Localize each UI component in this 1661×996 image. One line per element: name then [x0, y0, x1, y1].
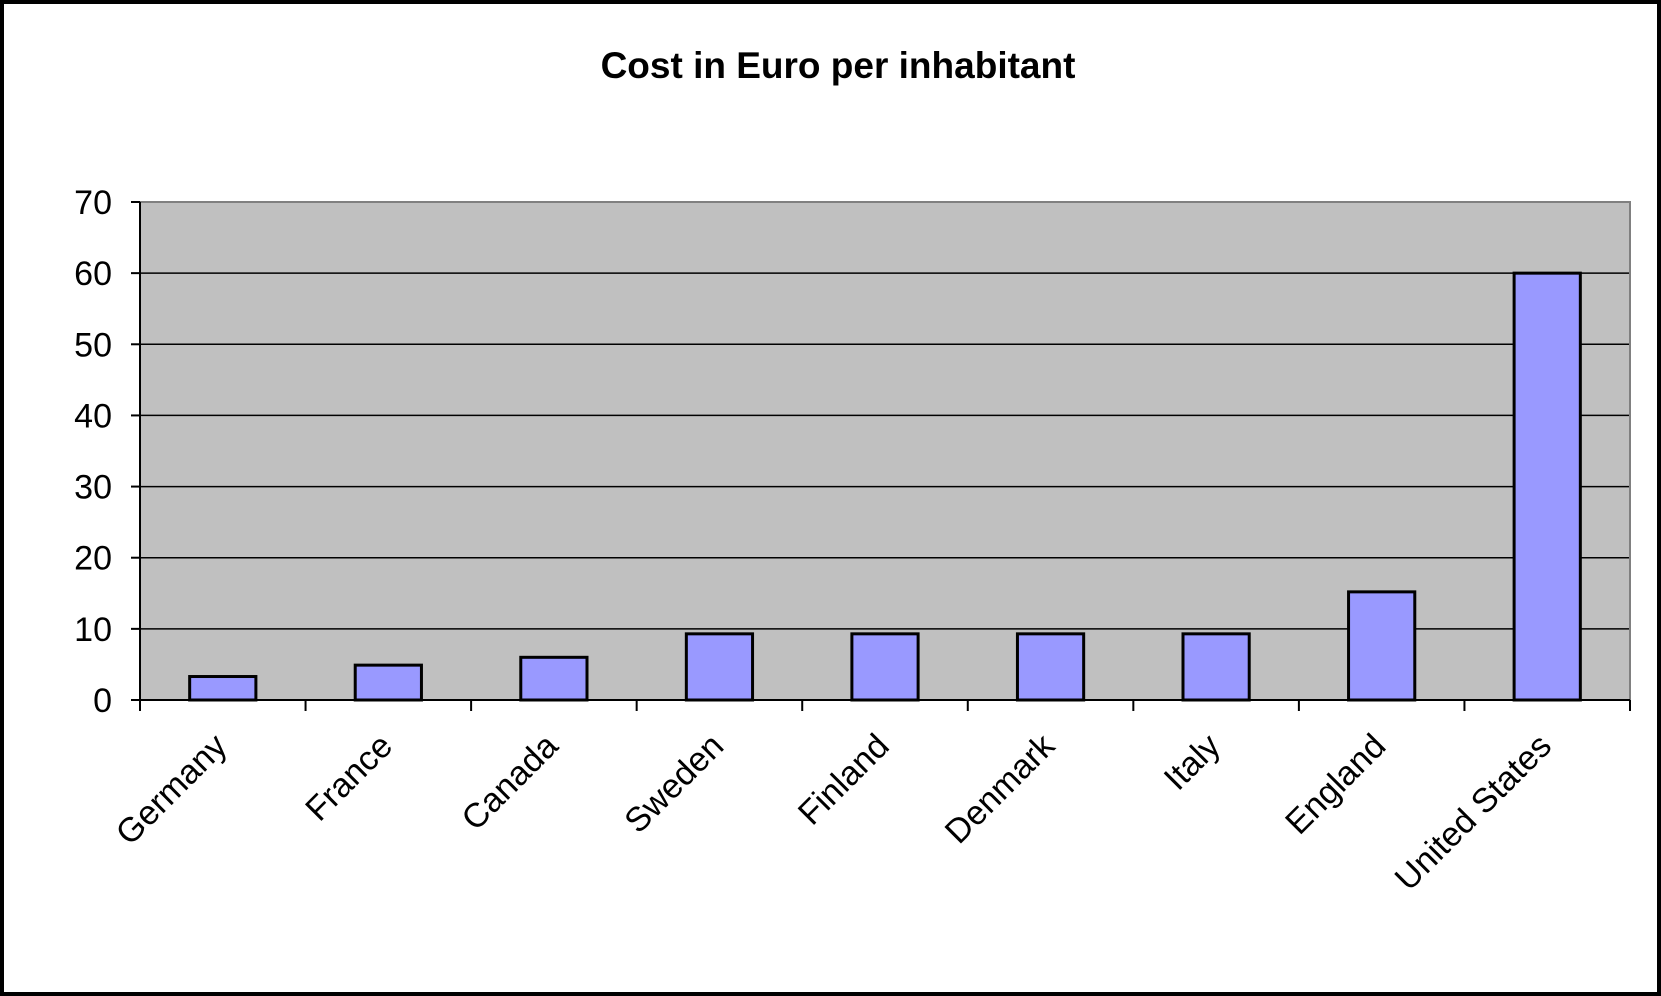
y-tick-label-0: 0	[93, 682, 112, 720]
bar-canada	[521, 657, 587, 700]
bar-italy	[1183, 634, 1249, 700]
chart-title: Cost in Euro per inhabitant	[601, 45, 1076, 86]
y-tick-label-10: 10	[74, 611, 112, 649]
y-tick-label-30: 30	[74, 469, 112, 507]
y-tick-label-50: 50	[74, 326, 112, 364]
bar-germany	[190, 677, 256, 700]
y-tick-label-70: 70	[74, 184, 112, 222]
y-tick-label-20: 20	[74, 540, 112, 578]
bar-sweden	[686, 634, 752, 700]
y-tick-label-40: 40	[74, 397, 112, 435]
y-tick-label-60: 60	[74, 255, 112, 293]
bar-england	[1349, 592, 1415, 700]
bar-finland	[852, 634, 918, 700]
bar-denmark	[1017, 634, 1083, 700]
bar-france	[355, 665, 421, 700]
bar-united-states	[1514, 273, 1580, 700]
